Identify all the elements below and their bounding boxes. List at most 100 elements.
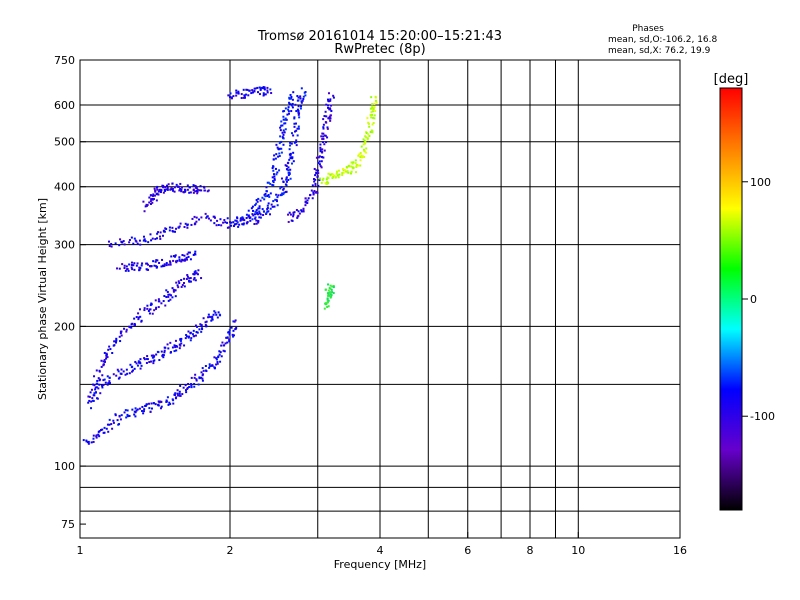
data-point [272, 158, 275, 161]
data-point [163, 295, 166, 298]
data-point [363, 139, 366, 142]
data-point [93, 392, 96, 395]
data-point [255, 199, 258, 202]
data-point [192, 189, 195, 192]
data-point [280, 151, 283, 154]
data-point [220, 224, 223, 227]
data-point [194, 222, 197, 225]
data-point [371, 131, 374, 134]
data-point [289, 93, 292, 96]
data-point [97, 377, 100, 380]
phases-title: Phases [632, 24, 664, 34]
data-point [289, 157, 292, 160]
data-point [279, 187, 282, 190]
data-point [302, 210, 305, 213]
data-point [295, 139, 298, 142]
data-point [207, 217, 210, 220]
data-point [145, 361, 148, 364]
data-point [103, 360, 106, 363]
data-point [322, 123, 325, 126]
data-point [113, 340, 116, 343]
data-point [217, 223, 220, 226]
data-point [150, 402, 153, 405]
data-point [318, 179, 321, 182]
data-point [213, 215, 216, 218]
data-point [130, 366, 133, 369]
data-point [365, 151, 368, 154]
data-point [175, 227, 178, 230]
data-point [297, 113, 300, 116]
data-point [120, 414, 123, 417]
data-point [258, 86, 261, 89]
data-point [167, 295, 170, 298]
data-point [282, 187, 285, 190]
data-point [179, 344, 182, 347]
data-point [119, 332, 122, 335]
data-point [290, 219, 293, 222]
data-point [172, 399, 175, 402]
data-point [332, 286, 335, 289]
data-point [175, 281, 178, 284]
data-point [159, 231, 162, 234]
data-point [228, 329, 231, 332]
data-point [218, 350, 221, 353]
data-point [259, 88, 262, 91]
data-point [186, 253, 189, 256]
data-point [354, 159, 357, 162]
data-point [135, 362, 138, 365]
data-point [250, 207, 253, 210]
data-point [90, 400, 93, 403]
data-point [292, 160, 295, 163]
data-point [174, 254, 177, 257]
data-point [111, 351, 114, 354]
data-point [128, 241, 131, 244]
data-point [258, 216, 261, 219]
data-point [189, 277, 192, 280]
data-point [370, 129, 373, 132]
y-tick-label: 400 [54, 181, 75, 194]
data-point [151, 312, 154, 315]
data-point [152, 354, 155, 357]
data-point [147, 402, 150, 405]
data-point [179, 222, 182, 225]
data-point [159, 407, 162, 410]
data-point [148, 308, 151, 311]
data-point [324, 134, 327, 137]
data-point [108, 418, 111, 421]
data-point [136, 262, 139, 265]
data-point [280, 124, 283, 127]
data-point [294, 122, 297, 125]
data-point [325, 115, 328, 118]
data-point [110, 423, 113, 426]
data-point [330, 104, 333, 107]
data-point [311, 197, 314, 200]
data-point [150, 198, 153, 201]
data-point [242, 222, 245, 225]
data-point [185, 335, 188, 338]
data-point [155, 237, 158, 240]
data-point [194, 373, 197, 376]
data-point [220, 355, 223, 358]
data-point [342, 168, 345, 171]
data-point [100, 365, 103, 368]
data-point [359, 159, 362, 162]
data-point [178, 189, 181, 192]
data-point [216, 316, 219, 319]
data-point [193, 376, 196, 379]
data-point [321, 148, 324, 151]
data-point [282, 129, 285, 132]
data-point [213, 356, 216, 359]
data-point [273, 178, 276, 181]
data-point [363, 155, 366, 158]
data-points [82, 86, 378, 445]
data-point [282, 118, 285, 121]
data-point [135, 240, 138, 243]
data-point [150, 354, 153, 357]
data-point [213, 367, 216, 370]
data-point [173, 344, 176, 347]
data-point [256, 211, 259, 214]
data-point [154, 260, 157, 263]
data-point [137, 312, 140, 315]
data-point [160, 405, 163, 408]
x-tick-label: 16 [673, 544, 687, 557]
